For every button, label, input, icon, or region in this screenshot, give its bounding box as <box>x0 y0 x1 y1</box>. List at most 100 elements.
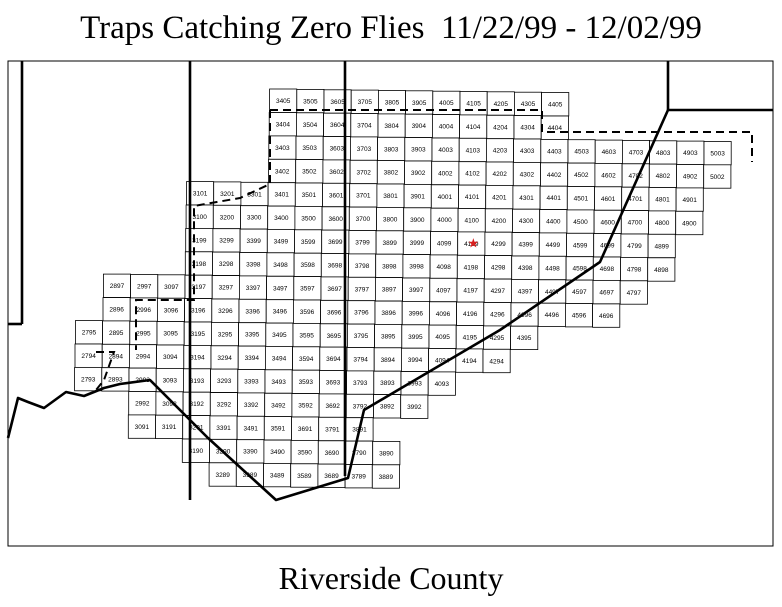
grid-cell-label: 3589 <box>297 473 312 480</box>
grid-cell-label: 3505 <box>303 98 318 105</box>
grid-cell-label: 4302 <box>520 171 535 178</box>
grid-cell-4697: 4697 <box>592 279 621 305</box>
grid-cell-label: 3703 <box>357 146 372 153</box>
trap-grid: 3405 3505 3605 3705 3805 3905 4005 4105 4205 4305… <box>74 88 732 489</box>
grid-cell-label: 3695 <box>327 333 342 340</box>
grid-cell-label: 3096 <box>164 307 179 314</box>
grid-cell-3801: 3801 <box>376 183 405 208</box>
grid-cell-3201: 3201 <box>213 181 242 206</box>
grid-cell-4398: 4398 <box>511 255 540 280</box>
grid-cell-box <box>675 210 704 236</box>
grid-cell-3502: 3502 <box>295 159 324 184</box>
grid-cell-label: 3900 <box>410 217 425 224</box>
grid-cell-3390: 3390 <box>236 439 265 464</box>
grid-cell-label: 3993 <box>407 381 422 388</box>
grid-cell-label: 3599 <box>301 239 316 246</box>
grid-cell-label: 4596 <box>572 313 587 320</box>
grid-cell-label: 3497 <box>273 285 288 292</box>
grid-cell-3492: 3492 <box>264 392 293 418</box>
grid-cell-label: 3490 <box>270 449 285 456</box>
grid-cell-label: 4398 <box>518 265 533 272</box>
grid-cell-label: 3395 <box>245 332 260 339</box>
grid-cell-label: 3394 <box>245 355 260 362</box>
grid-cell-3693: 3693 <box>318 370 347 395</box>
grid-cell-4099: 4099 <box>430 231 459 256</box>
grid-cell-box <box>510 325 539 351</box>
grid-cell-5002: 5002 <box>703 164 732 189</box>
grid-cell-label: 3198 <box>192 261 207 268</box>
grid-cell-label: 3401 <box>274 192 289 199</box>
grid-cell-label: 3393 <box>244 379 259 386</box>
grid-cell-label: 3898 <box>382 263 397 270</box>
grid-cell-3797: 3797 <box>347 276 376 302</box>
grid-cell-label: 3494 <box>272 355 287 362</box>
grid-cell-3496: 3496 <box>265 299 294 324</box>
grid-cell-label: 3491 <box>243 425 258 432</box>
grid-cell-label: 3801 <box>383 193 398 200</box>
grid-cell-label: 3193 <box>190 378 205 385</box>
grid-cell-label: 2795 <box>82 330 97 337</box>
grid-cell-label: 4902 <box>683 174 698 181</box>
grid-cell-label: 4100 <box>464 218 479 225</box>
grid-cell-box <box>647 257 676 282</box>
grid-cell-3400: 3400 <box>267 205 296 230</box>
grid-cell-label: 3093 <box>163 377 178 384</box>
grid-cell-label: 4201 <box>492 194 507 201</box>
grid-cell-label: 3697 <box>327 286 342 293</box>
grid-cell-label: 3297 <box>219 285 234 292</box>
grid-cell-label: 3996 <box>409 310 424 317</box>
grid-cell-label: 4099 <box>437 241 452 248</box>
grid-cell-4003: 4003 <box>431 137 460 162</box>
grid-cell-3498: 3498 <box>266 252 295 277</box>
grid-cell-label: 4000 <box>437 217 452 224</box>
grid-cell-label: 3592 <box>298 403 313 410</box>
grid-cell-label: 4301 <box>519 195 534 202</box>
grid-cell-label: 3904 <box>412 123 427 130</box>
grid-cell-label: 4101 <box>465 194 480 201</box>
grid-cell-3503: 3503 <box>295 135 324 160</box>
grid-cell-label: 4600 <box>600 219 615 226</box>
grid-cell-3902: 3902 <box>404 160 433 185</box>
grid-cell-3402: 3402 <box>268 158 297 184</box>
grid-cell-3997: 3997 <box>402 277 431 302</box>
grid-cell-3900: 3900 <box>403 207 432 232</box>
grid-cell-label: 3493 <box>271 379 286 386</box>
grid-cell-label: 2893 <box>108 377 123 384</box>
grid-cell-3499: 3499 <box>266 228 295 254</box>
grid-cell-4300: 4300 <box>512 208 541 233</box>
grid-cell-3489: 3489 <box>263 462 292 488</box>
grid-cell-label: 3503 <box>302 145 317 152</box>
grid-cell-4294: 4294 <box>482 348 511 374</box>
grid-cell-3590: 3590 <box>290 439 319 465</box>
grid-cell-label: 3190 <box>189 448 204 455</box>
grid-cell-3393: 3393 <box>237 369 266 394</box>
grid-cell-label: 3992 <box>407 404 422 411</box>
grid-cell-label: 4697 <box>599 289 614 296</box>
grid-cell-3591: 3591 <box>263 416 292 441</box>
grid-cell-label: 2793 <box>81 376 96 383</box>
grid-cell-label: 3905 <box>412 100 427 107</box>
grid-cell-box <box>703 164 732 189</box>
grid-cell-label: 3489 <box>270 472 285 479</box>
grid-cell-3897: 3897 <box>374 277 403 302</box>
grid-cell-4096: 4096 <box>428 301 457 326</box>
grid-cell-4105: 4105 <box>459 91 488 116</box>
grid-cell-label: 4900 <box>682 220 697 227</box>
grid-cell-4395: 4395 <box>510 325 539 351</box>
grid-cell-4902: 4902 <box>676 164 705 189</box>
grid-cell-label: 4696 <box>599 313 614 320</box>
grid-cell-label: 4799 <box>627 243 642 250</box>
grid-cell-3800: 3800 <box>376 206 405 232</box>
grid-cell-label: 4294 <box>489 358 504 365</box>
grid-cell-3889: 3889 <box>371 464 400 489</box>
grid-cell-label: 4401 <box>546 195 561 202</box>
grid-cell-label: 2897 <box>110 283 125 290</box>
grid-cell-label: 3492 <box>271 402 286 409</box>
grid-cell-label: 3601 <box>329 192 344 199</box>
grid-cell-3899: 3899 <box>375 230 404 255</box>
grid-cell-3790: 3790 <box>345 440 374 465</box>
grid-cell-label: 3500 <box>301 215 316 222</box>
grid-cell-3401: 3401 <box>267 182 296 207</box>
grid-cell-3500: 3500 <box>294 205 323 231</box>
